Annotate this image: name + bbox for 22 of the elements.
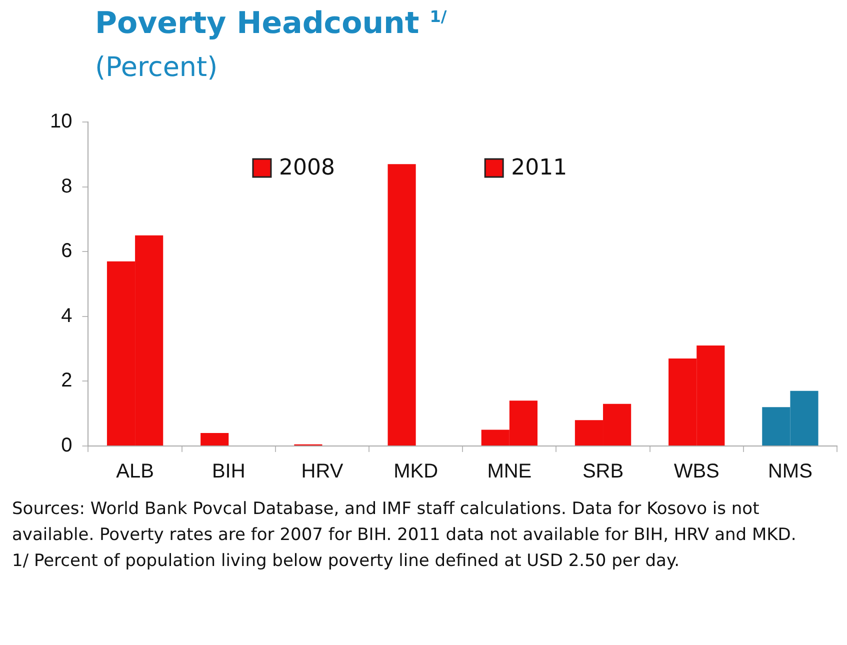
x-tick-label: WBS [674,460,720,483]
x-tick-label: NMS [768,460,812,483]
source-note: Sources: World Bank Povcal Database, and IMF staff calculations. Data for Kosovo is not available. Poverty rates are for 2007 for BIH. 2011 data not available for BIH, HRV and MKD. [12,498,798,547]
y-tick-label: 0 [61,434,72,457]
bar [200,433,229,446]
chart-subtitle: (Percent) [95,52,218,83]
text: 1/ Percent of population living below poverty line defined at USD 2.50 per day. [12,550,681,573]
x-tick-label: MKD [394,460,438,483]
legend-label: 2011 [511,156,568,181]
y-tick-label: 6 [61,240,72,262]
x-tick-label: BIH [212,460,246,483]
x-tick-label: HRV [301,460,344,483]
y-tick-label: 4 [61,304,72,327]
y-tick-label: 2 [61,370,72,392]
chart-title: Poverty Headcount $^{1/}$ [95,6,447,41]
bar [388,164,416,446]
y-tick-label: 8 [61,175,72,198]
y-tick-label: 10 [50,110,72,133]
x-tick-label: MNE [487,460,532,483]
x-tick-label: SRB [582,460,624,483]
legend-label: 2008 [278,156,335,181]
x-tick-label: ALB [116,460,154,483]
